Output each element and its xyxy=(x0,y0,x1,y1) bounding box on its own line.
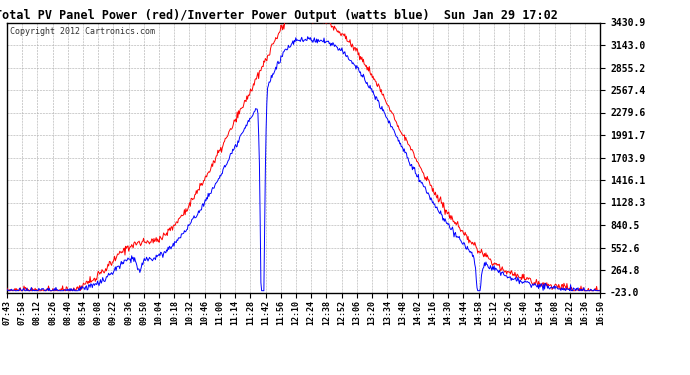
Text: Total PV Panel Power (red)/Inverter Power Output (watts blue)  Sun Jan 29 17:02: Total PV Panel Power (red)/Inverter Powe… xyxy=(0,9,558,22)
Text: Copyright 2012 Cartronics.com: Copyright 2012 Cartronics.com xyxy=(10,27,155,36)
